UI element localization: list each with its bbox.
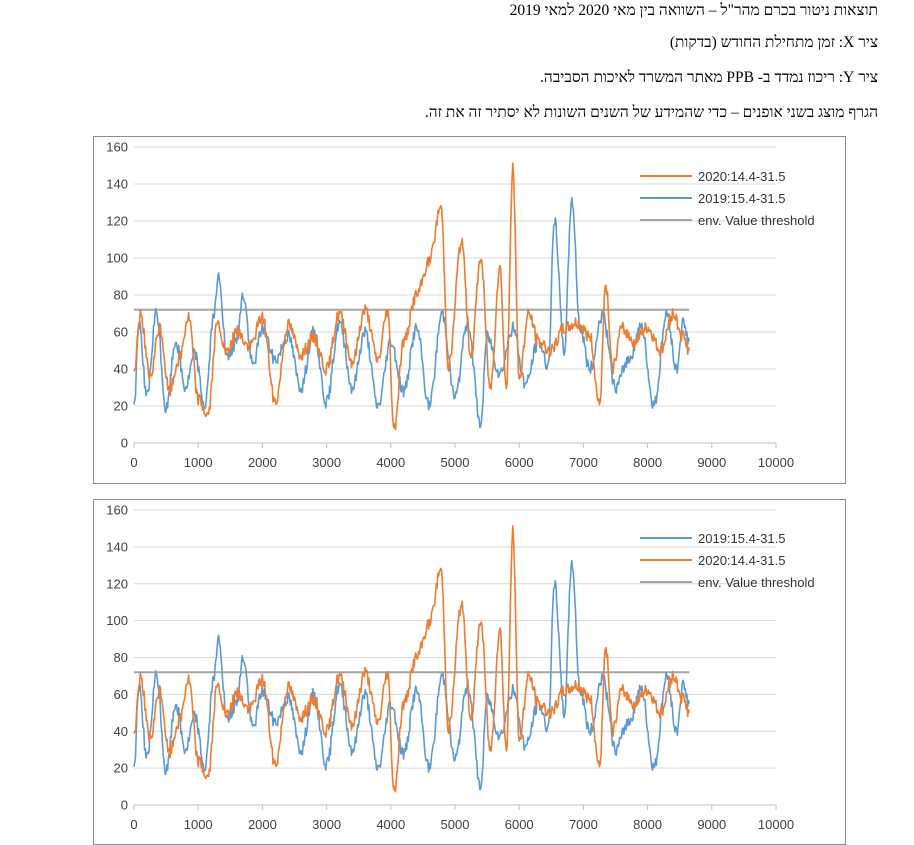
x-tick-label: 8000 <box>633 817 662 832</box>
x-tick-label: 1000 <box>184 455 213 470</box>
x-tick-label: 5000 <box>441 455 470 470</box>
chart-panel-bottom: 0 20 40 60 80 100 120 140 160 0 1000 2000 3000 4000 50… <box>93 499 846 845</box>
y-tick-label: 0 <box>121 436 128 451</box>
y-tick-label: 140 <box>106 177 128 192</box>
y-tick-label: 80 <box>114 650 128 665</box>
legend-swatch-icon <box>640 175 692 177</box>
legend-swatch-icon <box>640 559 692 561</box>
y-tick-label: 20 <box>114 399 128 414</box>
legend-item: 2019:15.4-31.5 <box>640 527 815 549</box>
x-tick-label: 0 <box>130 817 137 832</box>
x-tick-label: 8000 <box>633 455 662 470</box>
x-tick-label: 7000 <box>569 817 598 832</box>
y-tick-label: 40 <box>114 362 128 377</box>
legend-label: env. Value threshold <box>698 212 815 228</box>
y-tick-label: 140 <box>106 539 128 554</box>
x-axis-description: ציר X: זמן מתחילת החודש (בדקות) <box>669 34 878 51</box>
x-tick-label: 1000 <box>184 817 213 832</box>
y-axis-description: ציר Y: ריכוז נמדד ב- PPB מאתר המשרד לאיכ… <box>540 69 878 86</box>
y-tick-label: 120 <box>106 576 128 591</box>
y-tick-label: 0 <box>121 798 128 813</box>
series-line-2019 <box>133 197 691 429</box>
legend-item: env. Value threshold <box>640 209 815 231</box>
y-tick-label: 60 <box>114 687 128 702</box>
y-tick-label: 100 <box>106 251 128 266</box>
x-tick-label: 2000 <box>248 455 277 470</box>
legend-swatch-icon <box>640 537 692 539</box>
legend-top: 2020:14.4-31.5 2019:15.4-31.5 env. Value… <box>640 165 815 231</box>
chart-panel-top: 0 20 40 60 80 100 120 140 160 0 1000 2000 3000 4000 50… <box>93 136 846 484</box>
x-tick-label: 4000 <box>376 455 405 470</box>
legend-swatch-icon <box>640 219 692 221</box>
y-tick-label: 80 <box>114 288 128 303</box>
x-tick-label: 9000 <box>697 455 726 470</box>
series-line-2019 <box>133 559 691 791</box>
y-tick-label: 100 <box>106 613 128 628</box>
x-tick-label: 9000 <box>697 817 726 832</box>
y-tick-label: 40 <box>114 724 128 739</box>
x-tick-label: 0 <box>130 455 137 470</box>
legend-label: 2020:14.4-31.5 <box>698 168 786 184</box>
legend-item: env. Value threshold <box>640 571 815 593</box>
y-tick-label: 20 <box>114 761 128 776</box>
legend-swatch-icon <box>640 197 692 199</box>
y-tick-label: 160 <box>106 140 128 155</box>
legend-bottom: 2019:15.4-31.5 2020:14.4-31.5 env. Value… <box>640 527 815 593</box>
legend-item: 2020:14.4-31.5 <box>640 165 815 187</box>
y-tick-label: 120 <box>106 214 128 229</box>
y-tick-label: 60 <box>114 325 128 340</box>
x-tick-label: 3000 <box>312 817 341 832</box>
legend-label: 2019:15.4-31.5 <box>698 530 786 546</box>
x-tick-label: 5000 <box>441 817 470 832</box>
x-tick-label: 4000 <box>376 817 405 832</box>
x-tick-label: 6000 <box>505 455 534 470</box>
chart-top: 0 20 40 60 80 100 120 140 160 0 1000 2000 3000 4000 50… <box>106 140 794 471</box>
legend-label: 2019:15.4-31.5 <box>698 190 786 206</box>
x-tick-label: 6000 <box>505 817 534 832</box>
display-note: הגרף מוצג בשני אופנים – כדי שהמידע של הש… <box>424 104 878 121</box>
heading-title: תוצאות ניטור בכרם מהר"ל – השוואה בין מאי… <box>509 2 878 19</box>
series-line-2020 <box>133 162 691 431</box>
series-line-2020 <box>133 525 691 793</box>
x-tick-label: 7000 <box>569 455 598 470</box>
legend-swatch-icon <box>640 581 692 583</box>
x-tick-label: 3000 <box>312 455 341 470</box>
legend-item: 2020:14.4-31.5 <box>640 549 815 571</box>
y-tick-label: 160 <box>106 503 128 518</box>
legend-label: 2020:14.4-31.5 <box>698 552 786 568</box>
x-tick-label: 10000 <box>758 455 794 470</box>
legend-item: 2019:15.4-31.5 <box>640 187 815 209</box>
legend-label: env. Value threshold <box>698 574 815 590</box>
chart-bottom: 0 20 40 60 80 100 120 140 160 0 1000 2000 3000 4000 50… <box>106 503 794 833</box>
x-tick-label: 2000 <box>248 817 277 832</box>
x-tick-label: 10000 <box>758 817 794 832</box>
